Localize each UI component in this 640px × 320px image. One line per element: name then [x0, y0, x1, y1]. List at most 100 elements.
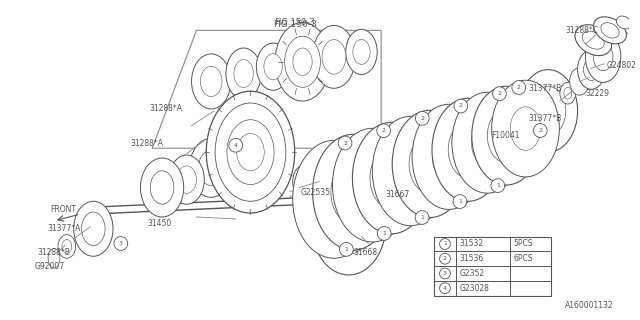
- Text: G92007: G92007: [35, 261, 65, 271]
- Text: 2: 2: [420, 116, 424, 121]
- Ellipse shape: [512, 81, 525, 94]
- Text: 31536: 31536: [460, 254, 484, 263]
- Ellipse shape: [378, 227, 391, 240]
- Ellipse shape: [48, 248, 60, 268]
- Ellipse shape: [353, 40, 370, 64]
- Text: FRONT: FRONT: [50, 204, 76, 214]
- Ellipse shape: [584, 59, 599, 80]
- Ellipse shape: [62, 240, 72, 253]
- Text: FIG.150-3: FIG.150-3: [273, 20, 317, 29]
- Text: 3: 3: [119, 241, 123, 246]
- Ellipse shape: [226, 48, 261, 99]
- Ellipse shape: [333, 128, 412, 242]
- Ellipse shape: [409, 134, 451, 193]
- Ellipse shape: [150, 171, 174, 204]
- Text: FIG.150-3: FIG.150-3: [275, 18, 315, 27]
- Text: 5PCS: 5PCS: [514, 239, 533, 249]
- Text: 2: 2: [343, 140, 347, 146]
- Ellipse shape: [415, 211, 429, 224]
- Ellipse shape: [433, 133, 465, 180]
- Ellipse shape: [377, 124, 390, 138]
- Ellipse shape: [453, 195, 467, 208]
- Text: 2: 2: [538, 128, 542, 133]
- Text: 2: 2: [516, 85, 521, 90]
- Text: A160001132: A160001132: [565, 301, 614, 310]
- Text: 4: 4: [443, 286, 447, 291]
- Ellipse shape: [229, 138, 243, 152]
- Ellipse shape: [237, 133, 264, 171]
- Ellipse shape: [593, 43, 613, 71]
- Text: G22535: G22535: [301, 188, 331, 197]
- Ellipse shape: [440, 268, 451, 279]
- Ellipse shape: [275, 22, 330, 101]
- Ellipse shape: [264, 54, 282, 80]
- Ellipse shape: [472, 86, 541, 185]
- Ellipse shape: [215, 103, 286, 201]
- Text: G24802: G24802: [607, 61, 637, 70]
- Ellipse shape: [392, 110, 467, 218]
- Ellipse shape: [74, 201, 113, 256]
- Ellipse shape: [338, 136, 352, 150]
- Text: 31288*C: 31288*C: [566, 26, 599, 35]
- Ellipse shape: [564, 87, 572, 99]
- Ellipse shape: [440, 253, 451, 264]
- Ellipse shape: [452, 92, 522, 193]
- Text: 2: 2: [459, 103, 463, 108]
- Ellipse shape: [493, 87, 506, 100]
- Ellipse shape: [510, 107, 541, 150]
- Ellipse shape: [292, 165, 316, 198]
- Text: 31288*A: 31288*A: [149, 104, 182, 113]
- Text: 4: 4: [234, 143, 237, 148]
- Text: 31377*A: 31377*A: [47, 224, 81, 233]
- Text: G2352: G2352: [460, 269, 485, 278]
- Ellipse shape: [440, 239, 451, 249]
- Text: 1: 1: [458, 199, 462, 204]
- Ellipse shape: [570, 68, 589, 95]
- Ellipse shape: [471, 120, 503, 165]
- Ellipse shape: [487, 108, 525, 163]
- Ellipse shape: [316, 173, 353, 226]
- Text: 31377*B: 31377*B: [529, 114, 562, 123]
- Ellipse shape: [415, 111, 429, 125]
- Text: 2: 2: [443, 256, 447, 261]
- Ellipse shape: [198, 150, 224, 186]
- Ellipse shape: [355, 160, 390, 211]
- Ellipse shape: [440, 283, 451, 293]
- Ellipse shape: [298, 172, 312, 191]
- Ellipse shape: [189, 138, 233, 197]
- Text: 2: 2: [381, 128, 386, 133]
- Ellipse shape: [575, 25, 612, 56]
- Ellipse shape: [169, 155, 204, 204]
- Text: 32229: 32229: [586, 89, 609, 98]
- Ellipse shape: [454, 99, 468, 113]
- Ellipse shape: [346, 29, 377, 75]
- Ellipse shape: [285, 36, 321, 87]
- Ellipse shape: [58, 235, 76, 258]
- Ellipse shape: [206, 91, 294, 213]
- Ellipse shape: [491, 179, 505, 192]
- Ellipse shape: [372, 116, 449, 226]
- Text: 2: 2: [497, 91, 502, 96]
- Ellipse shape: [322, 40, 346, 74]
- Ellipse shape: [312, 25, 356, 88]
- Ellipse shape: [448, 122, 488, 178]
- Ellipse shape: [312, 134, 394, 250]
- Text: 1: 1: [382, 231, 386, 236]
- Ellipse shape: [81, 212, 105, 245]
- Ellipse shape: [331, 160, 376, 224]
- Ellipse shape: [593, 17, 627, 44]
- Ellipse shape: [394, 146, 428, 196]
- Ellipse shape: [412, 104, 486, 209]
- Text: 31377*B: 31377*B: [529, 84, 562, 93]
- Ellipse shape: [312, 173, 386, 275]
- Ellipse shape: [114, 236, 128, 250]
- Text: 3: 3: [443, 271, 447, 276]
- Text: F10041: F10041: [491, 131, 520, 140]
- Text: 31668: 31668: [354, 248, 378, 257]
- Ellipse shape: [293, 48, 312, 76]
- Ellipse shape: [432, 98, 504, 201]
- Ellipse shape: [531, 86, 566, 135]
- Ellipse shape: [353, 122, 431, 234]
- Bar: [434, 236, 551, 296]
- Ellipse shape: [560, 82, 575, 104]
